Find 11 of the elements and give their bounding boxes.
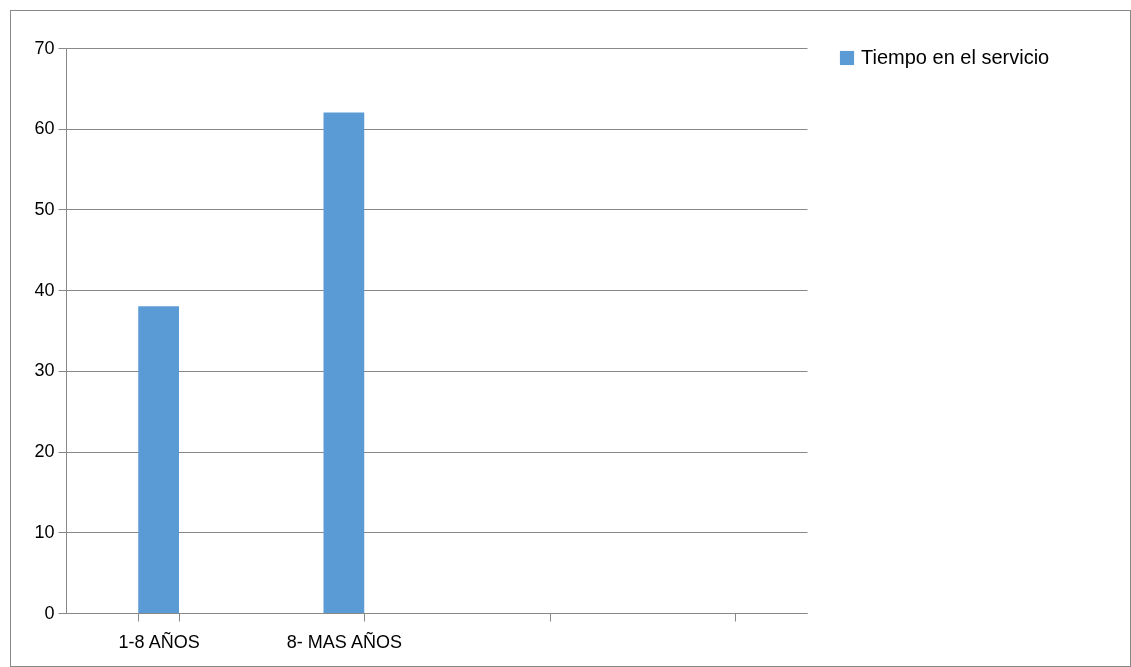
- legend-label: Tiempo en el servicio: [861, 46, 1050, 68]
- y-tick-label: 0: [44, 602, 55, 623]
- y-tick-label: 40: [34, 279, 55, 300]
- x-tick-label: 8- MAS AÑOS: [286, 630, 402, 652]
- y-tick-label: 60: [34, 118, 55, 139]
- y-tick-label: 30: [34, 360, 55, 381]
- y-tick-label: 20: [34, 441, 55, 462]
- y-tick-label: 50: [34, 198, 55, 219]
- y-tick-label: 70: [34, 37, 55, 58]
- y-tick-label: 10: [34, 521, 55, 542]
- x-tick-label: 1-8 AÑOS: [118, 630, 200, 652]
